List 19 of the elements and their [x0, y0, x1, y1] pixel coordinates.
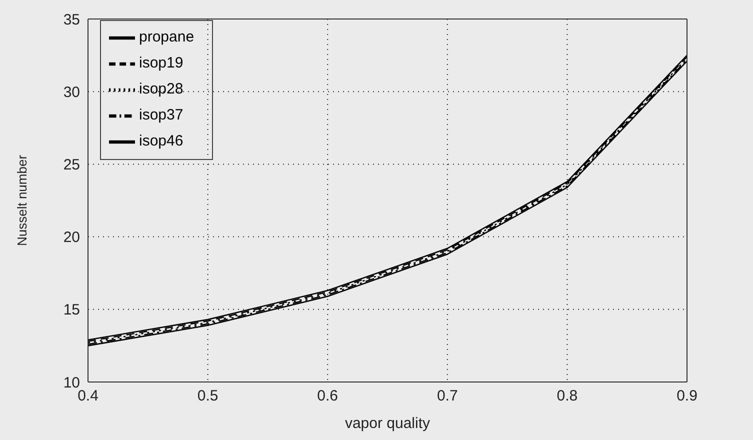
legend-label: isop46 — [139, 132, 184, 150]
legend-label: isop37 — [139, 106, 184, 124]
y-tick-label: 25 — [63, 156, 80, 174]
y-tick-label: 30 — [63, 84, 80, 101]
legend-label: isop19 — [139, 54, 184, 72]
x-axis-title: vapor quality — [344, 415, 431, 432]
x-tick-label: 0.5 — [197, 388, 218, 405]
x-tick-label: 0.8 — [556, 388, 578, 405]
y-axis-title: Nusselt number — [14, 154, 30, 246]
x-tick-label: 0.9 — [676, 388, 698, 405]
x-tick-label: 0.6 — [317, 388, 338, 405]
y-tick-label: 35 — [63, 11, 80, 28]
x-tick-label: 0.7 — [436, 388, 458, 405]
y-tick-label: 20 — [63, 229, 80, 246]
y-tick-label: 15 — [63, 302, 80, 319]
legend-label: isop28 — [139, 80, 184, 98]
x-tick-label: 0.4 — [78, 388, 98, 405]
legend-label: propane — [139, 28, 194, 46]
y-tick-label: 10 — [63, 374, 80, 392]
